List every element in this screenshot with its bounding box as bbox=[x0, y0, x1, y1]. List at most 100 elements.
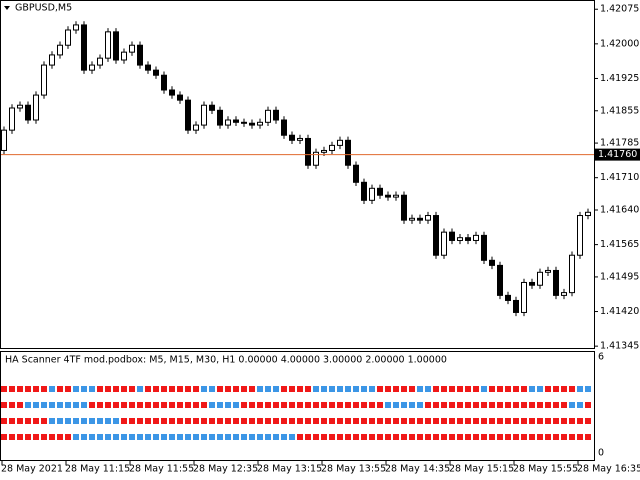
candle-body bbox=[105, 31, 111, 59]
state-cell bbox=[425, 434, 431, 440]
x-tick-label: 28 May 11:15 bbox=[65, 464, 130, 475]
state-cell bbox=[265, 434, 271, 440]
state-cell bbox=[497, 434, 503, 440]
candle-body bbox=[41, 64, 47, 96]
state-cell bbox=[65, 402, 71, 408]
state-cell bbox=[273, 434, 279, 440]
state-cell bbox=[369, 386, 375, 392]
state-cell bbox=[473, 386, 479, 392]
state-cell bbox=[193, 418, 199, 424]
state-cell bbox=[121, 434, 127, 440]
candle-body bbox=[537, 271, 543, 286]
state-cell bbox=[81, 434, 87, 440]
state-cell bbox=[441, 434, 447, 440]
state-cell bbox=[57, 402, 63, 408]
candle-body bbox=[433, 215, 439, 256]
state-cell bbox=[161, 402, 167, 408]
state-cell bbox=[25, 402, 31, 408]
state-cell bbox=[217, 402, 223, 408]
state-cell bbox=[425, 418, 431, 424]
state-cell bbox=[161, 434, 167, 440]
state-cell bbox=[353, 434, 359, 440]
x-tick-label: 28 May 2021 bbox=[1, 464, 63, 475]
candle-body bbox=[257, 121, 263, 126]
state-cell bbox=[481, 386, 487, 392]
state-cell bbox=[33, 418, 39, 424]
candle-body bbox=[529, 281, 535, 286]
state-cell bbox=[121, 402, 127, 408]
state-cell bbox=[401, 418, 407, 424]
state-cell bbox=[577, 386, 583, 392]
candle-body bbox=[425, 215, 431, 221]
state-cell bbox=[321, 418, 327, 424]
state-cell bbox=[321, 402, 327, 408]
state-cell bbox=[393, 386, 399, 392]
state-cell bbox=[129, 434, 135, 440]
state-cell bbox=[89, 402, 95, 408]
candle-body bbox=[129, 44, 135, 53]
state-cell bbox=[529, 418, 535, 424]
state-cell bbox=[473, 418, 479, 424]
state-cell bbox=[305, 402, 311, 408]
state-cell bbox=[257, 402, 263, 408]
state-cell bbox=[297, 418, 303, 424]
candle-body bbox=[297, 137, 303, 141]
state-cell bbox=[489, 386, 495, 392]
state-cell bbox=[241, 386, 247, 392]
state-cell bbox=[361, 418, 367, 424]
symbol-menu-arrow[interactable] bbox=[4, 6, 10, 10]
state-cell bbox=[233, 402, 239, 408]
state-cell bbox=[585, 386, 591, 392]
state-cell bbox=[289, 418, 295, 424]
candle-body bbox=[265, 109, 271, 123]
candle-body bbox=[161, 74, 167, 91]
candle-body bbox=[369, 187, 375, 201]
state-cell bbox=[233, 386, 239, 392]
candle-body bbox=[561, 292, 567, 296]
state-cell bbox=[225, 402, 231, 408]
state-cell bbox=[585, 418, 591, 424]
state-cell bbox=[225, 386, 231, 392]
candle-body bbox=[49, 54, 55, 66]
state-cell bbox=[505, 402, 511, 408]
state-cell bbox=[425, 402, 431, 408]
candle-body bbox=[73, 24, 79, 31]
state-cell bbox=[273, 418, 279, 424]
state-cell bbox=[577, 434, 583, 440]
candle-body bbox=[289, 134, 295, 141]
candle-body bbox=[121, 51, 127, 61]
state-cell bbox=[361, 434, 367, 440]
x-tick-label: 28 May 13:55 bbox=[321, 464, 386, 475]
candle-body bbox=[545, 269, 551, 273]
y-tick-label: 1.42075 bbox=[600, 4, 639, 15]
state-cell bbox=[97, 402, 103, 408]
state-cell bbox=[153, 434, 159, 440]
state-cell bbox=[297, 434, 303, 440]
state-cell bbox=[337, 418, 343, 424]
state-cell bbox=[113, 434, 119, 440]
state-cell bbox=[249, 386, 255, 392]
state-cell bbox=[1, 418, 7, 424]
state-cell bbox=[521, 418, 527, 424]
state-cell bbox=[505, 418, 511, 424]
candle-body bbox=[17, 104, 23, 109]
state-cell bbox=[225, 418, 231, 424]
state-cell bbox=[513, 418, 519, 424]
state-cell bbox=[497, 402, 503, 408]
state-cell bbox=[49, 418, 55, 424]
candle-body bbox=[577, 215, 583, 256]
state-cell bbox=[401, 386, 407, 392]
state-cell bbox=[417, 418, 423, 424]
candle-body bbox=[241, 121, 247, 124]
state-cell bbox=[425, 386, 431, 392]
state-cell bbox=[17, 386, 23, 392]
state-cell bbox=[569, 402, 575, 408]
state-cell bbox=[281, 434, 287, 440]
state-cell bbox=[193, 434, 199, 440]
state-cell bbox=[113, 402, 119, 408]
state-cell bbox=[9, 434, 15, 440]
state-cell bbox=[281, 402, 287, 408]
state-cell bbox=[321, 386, 327, 392]
state-cell bbox=[369, 418, 375, 424]
state-cell bbox=[465, 418, 471, 424]
